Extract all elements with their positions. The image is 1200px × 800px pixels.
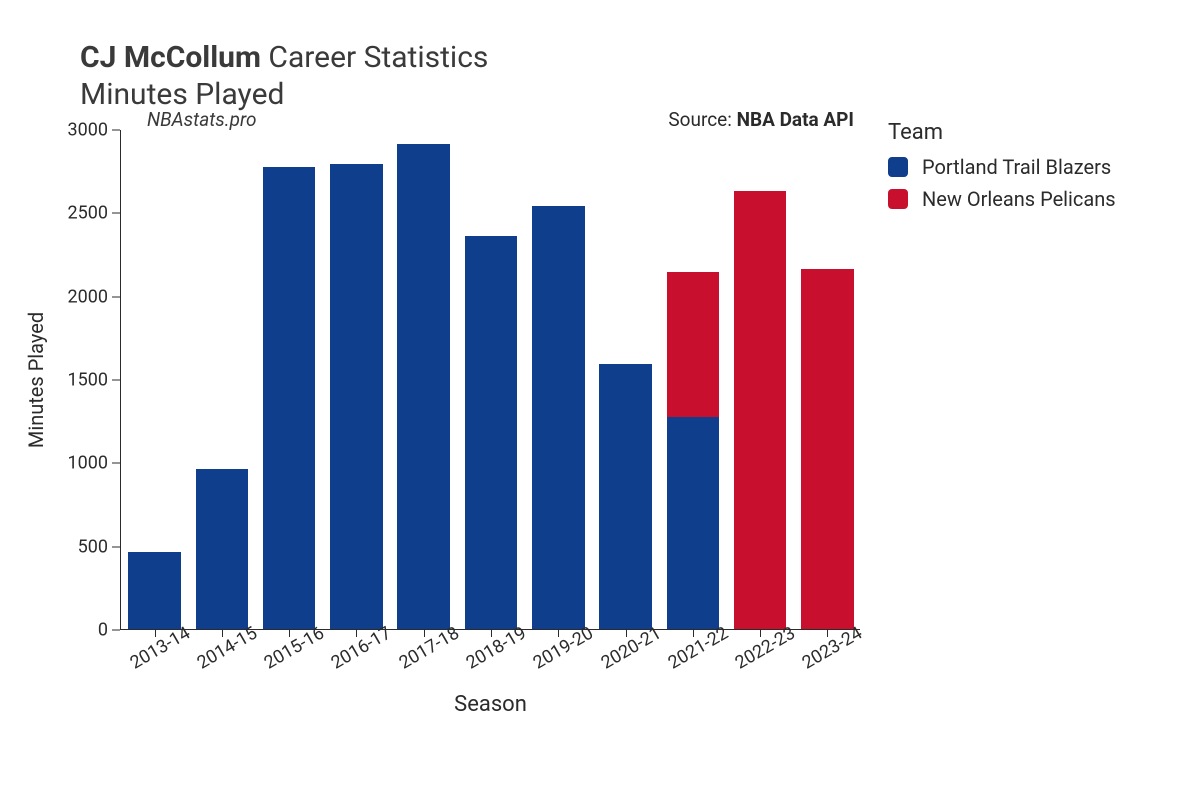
x-tick-label: 2019-20 xyxy=(530,623,597,674)
bar xyxy=(667,272,719,629)
bar-segment-portland xyxy=(667,417,719,629)
bar xyxy=(734,191,786,629)
bar-segment-portland xyxy=(128,552,180,629)
x-tick-mark xyxy=(693,629,694,637)
x-tick-mark xyxy=(424,629,425,637)
bar-segment-portland xyxy=(263,167,315,629)
y-tick-label: 1000 xyxy=(68,453,108,474)
bar xyxy=(801,269,853,629)
bar-segment-portland xyxy=(532,206,584,629)
y-tick-mark xyxy=(112,546,120,547)
chart-title-line2: Minutes Played xyxy=(80,77,1150,112)
bar xyxy=(330,164,382,629)
x-axis-label: Season xyxy=(454,692,527,717)
x-tick-mark xyxy=(491,629,492,637)
x-tick-mark xyxy=(289,629,290,637)
y-axis: 050010001500200025003000 xyxy=(50,130,120,630)
legend-swatch xyxy=(888,189,908,209)
y-tick-mark xyxy=(112,296,120,297)
legend-label: New Orleans Pelicans xyxy=(922,187,1116,211)
x-tick-mark xyxy=(760,629,761,637)
y-tick-mark xyxy=(112,380,120,381)
bar xyxy=(465,236,517,629)
x-tick-label: 2022-23 xyxy=(732,623,799,674)
chart-title-line1: CJ McCollum Career Statistics xyxy=(80,40,1150,75)
bar-segment-portland xyxy=(330,164,382,629)
x-tick-label: 2020-21 xyxy=(597,623,664,674)
x-tick-mark xyxy=(827,629,828,637)
x-tick-label: 2014-15 xyxy=(193,623,260,674)
watermark-text: NBAstats.pro xyxy=(147,108,257,131)
bar-segment-portland xyxy=(196,469,248,629)
title-suffix: Career Statistics xyxy=(268,40,488,75)
legend-swatch xyxy=(888,157,908,177)
bar xyxy=(128,552,180,629)
bar xyxy=(599,364,651,629)
x-tick-label: 2021-22 xyxy=(664,623,731,674)
bars-layer xyxy=(121,130,860,629)
x-tick-mark xyxy=(558,629,559,637)
y-axis-label: Minutes Played xyxy=(24,312,48,448)
bar-segment-pelicans xyxy=(734,191,786,629)
y-tick-label: 2500 xyxy=(68,203,108,224)
bar-segment-pelicans xyxy=(667,272,719,417)
legend: Team Portland Trail Blazers New Orleans P… xyxy=(888,120,1116,630)
y-tick-mark xyxy=(112,213,120,214)
x-tick-mark xyxy=(155,629,156,637)
legend-item: Portland Trail Blazers xyxy=(888,155,1116,179)
y-tick-label: 3000 xyxy=(68,120,108,141)
y-tick-label: 1500 xyxy=(68,370,108,391)
legend-title: Team xyxy=(888,120,1116,145)
title-block: CJ McCollum Career Statistics Minutes Pl… xyxy=(80,40,1150,112)
chart-area: Minutes Played 050010001500200025003000 … xyxy=(50,130,1150,630)
legend-label: Portland Trail Blazers xyxy=(922,155,1111,179)
source-prefix: Source: xyxy=(668,108,736,131)
legend-items: Portland Trail Blazers New Orleans Pelica… xyxy=(888,155,1116,211)
y-tick-label: 0 xyxy=(98,620,108,641)
bar xyxy=(397,144,449,629)
y-tick-mark xyxy=(112,130,120,131)
bar-segment-portland xyxy=(465,236,517,629)
y-tick-label: 2000 xyxy=(68,286,108,307)
source-attribution: Source: NBA Data API xyxy=(668,108,854,131)
source-name: NBA Data API xyxy=(737,108,854,131)
x-tick-label: 2015-16 xyxy=(261,623,328,674)
y-tick-label: 500 xyxy=(78,536,108,557)
x-tick-mark xyxy=(626,629,627,637)
x-tick-label: 2017-18 xyxy=(395,623,462,674)
x-tick-label: 2013-14 xyxy=(126,623,193,674)
chart-container: CJ McCollum Career Statistics Minutes Pl… xyxy=(0,0,1200,800)
title-player-name: CJ McCollum xyxy=(80,40,261,75)
x-tick-label: 2023-24 xyxy=(799,623,866,674)
y-tick-mark xyxy=(112,630,120,631)
x-tick-mark xyxy=(356,629,357,637)
bar xyxy=(263,167,315,629)
bar xyxy=(196,469,248,629)
y-tick-mark xyxy=(112,463,120,464)
x-tick-mark xyxy=(222,629,223,637)
x-tick-label: 2018-19 xyxy=(463,623,530,674)
legend-item: New Orleans Pelicans xyxy=(888,187,1116,211)
bar xyxy=(532,206,584,629)
plot-area: NBAstats.pro Source: NBA Data API Season… xyxy=(120,130,860,630)
bar-segment-portland xyxy=(397,144,449,629)
bar-segment-portland xyxy=(599,364,651,629)
bar-segment-pelicans xyxy=(801,269,853,629)
x-tick-label: 2016-17 xyxy=(328,623,395,674)
